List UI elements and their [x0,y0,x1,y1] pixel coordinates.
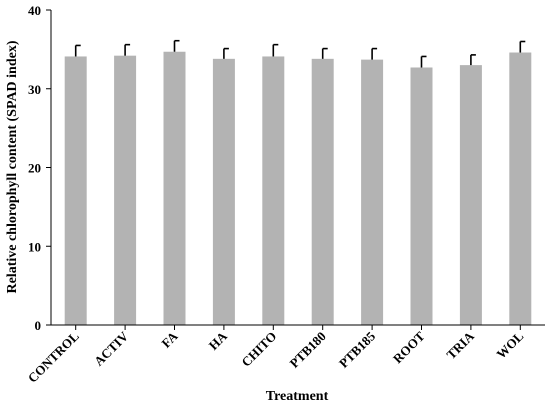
bars-layer [64,51,532,326]
y-axis-title: Relative chlorophyll content (SPAD index… [5,40,20,293]
x-tick-label: ACTIV [91,328,132,369]
bar [410,67,433,326]
y-tick-label: 20 [28,161,41,176]
bar [64,56,87,326]
bar [212,58,235,325]
axes-layer [46,9,545,330]
x-tick-label: CONTROL [25,328,82,385]
y-tick-label: 10 [28,239,41,254]
x-tick-label: PTB185 [336,328,379,371]
error-bars-layer [74,39,526,68]
x-tick-label: FA [158,328,181,351]
y-tick-label: 40 [28,3,41,18]
x-tick-label: CHITO [238,329,279,370]
x-tick-label: HA [206,328,231,353]
bar [509,52,532,326]
x-tick-label: TRIA [443,328,477,362]
bar [459,65,482,325]
bar [311,58,334,325]
x-tick-label: WOL [493,328,526,361]
bar [262,56,285,326]
x-tick-label: PTB180 [287,329,329,371]
y-tick-label: 30 [28,82,41,97]
x-tick-label: ROOT [390,328,428,366]
bar [114,55,137,326]
x-axis-title: Treatment [266,389,329,404]
bar [163,51,186,326]
y-tick-label: 0 [35,318,42,333]
bar [361,59,384,326]
